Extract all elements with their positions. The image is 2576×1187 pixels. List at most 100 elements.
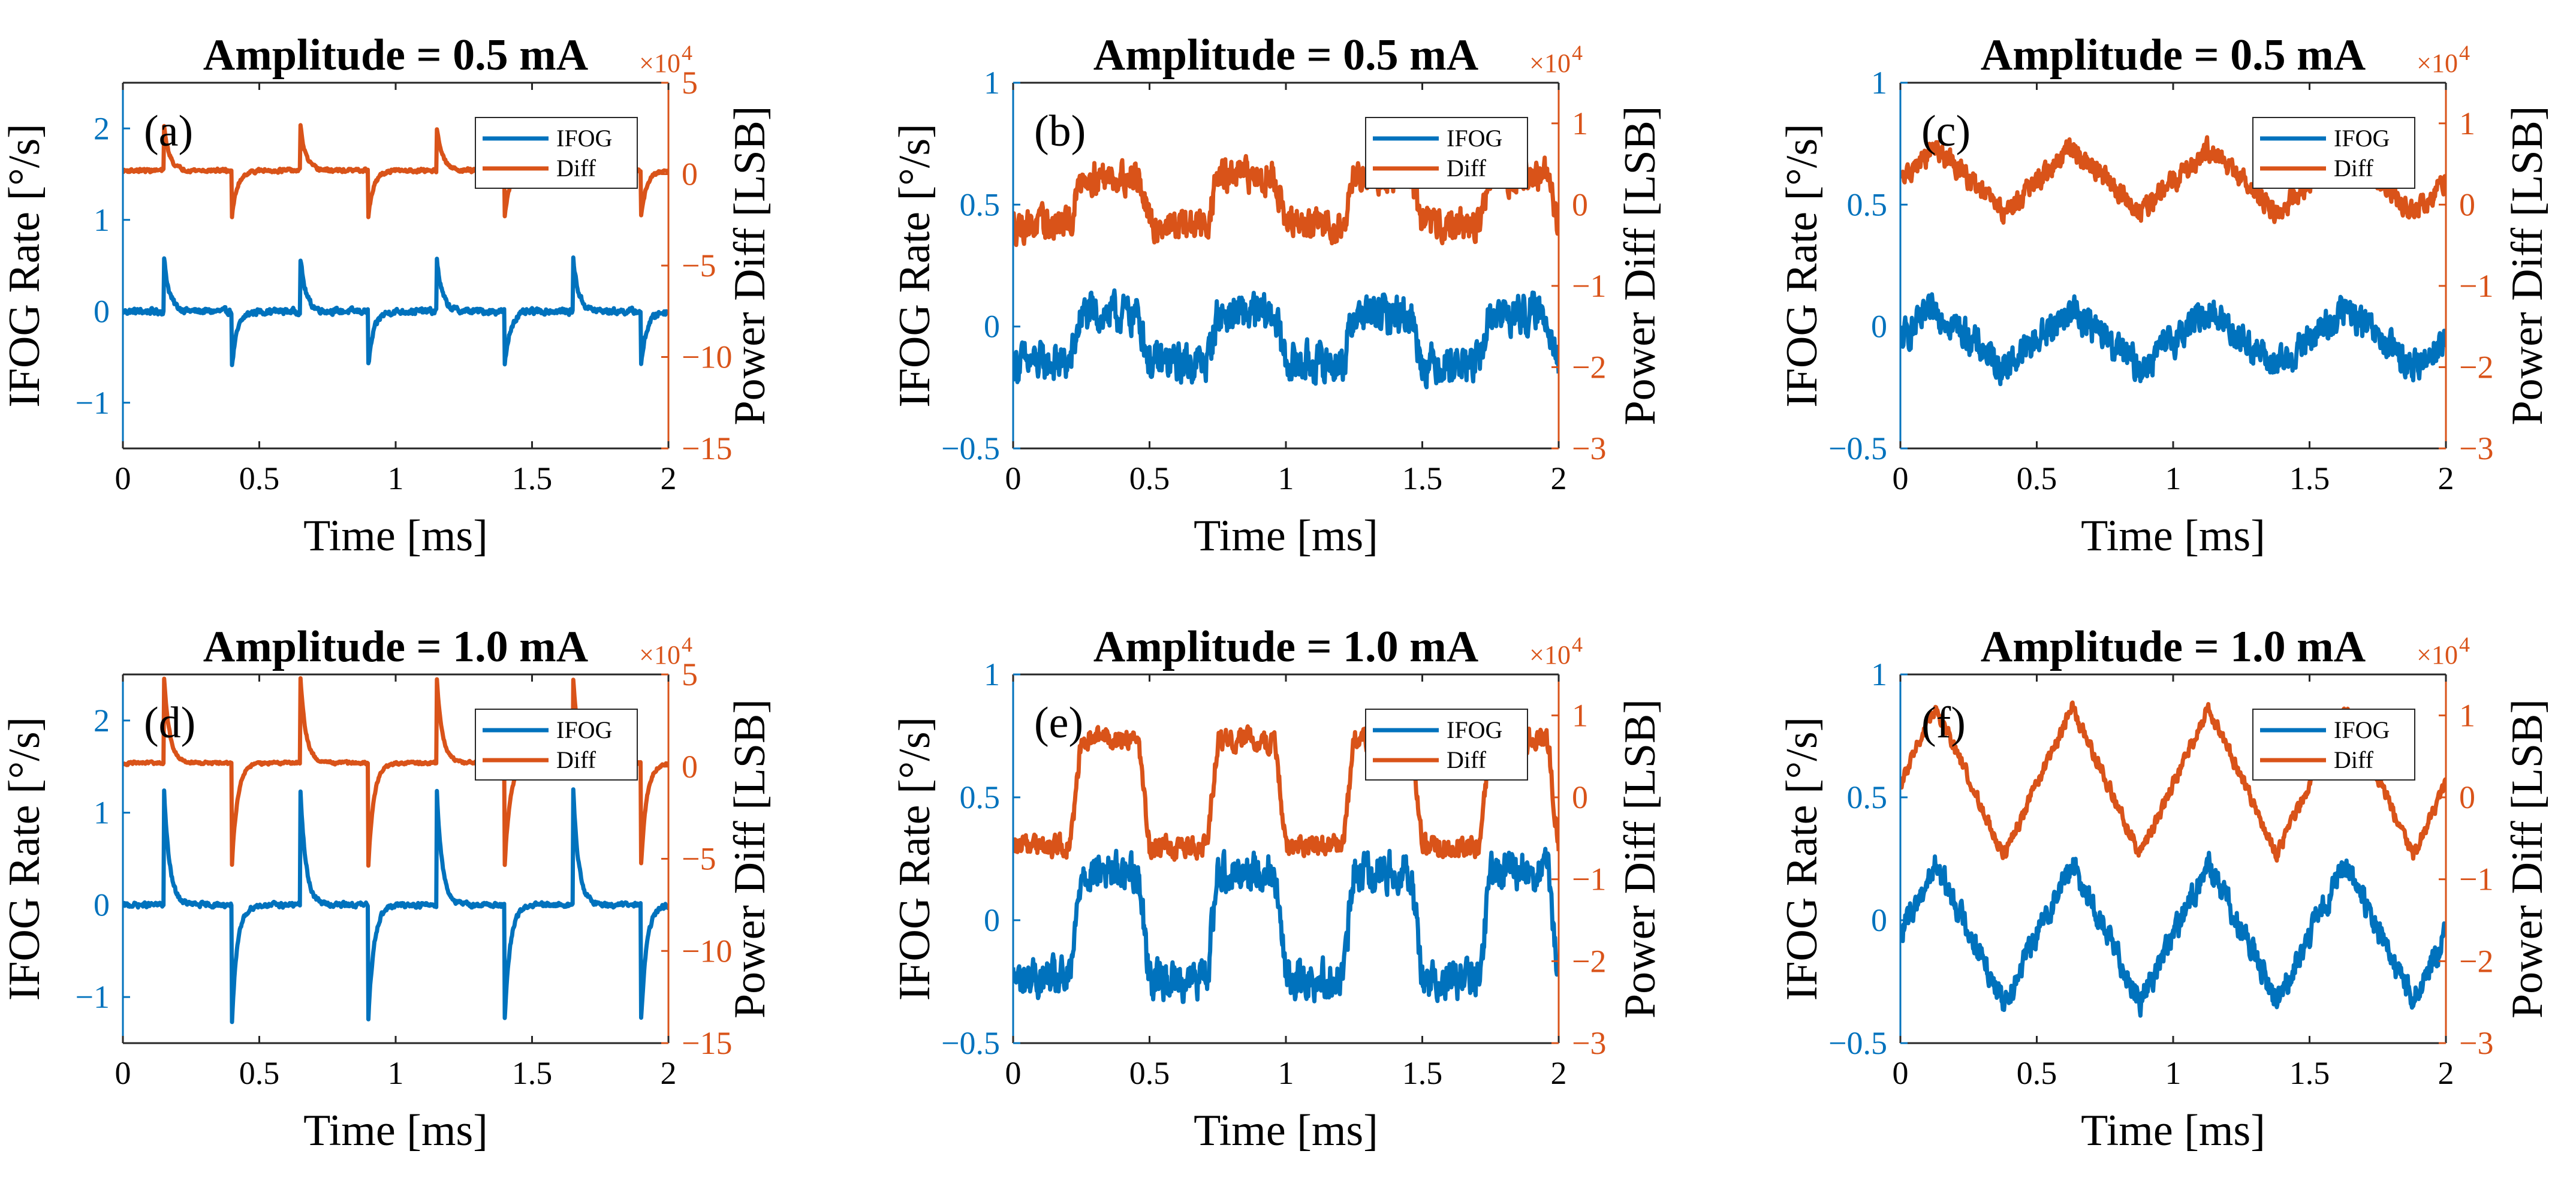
- chart-title: Amplitude = 1.0 mA: [1093, 622, 1478, 671]
- legend-label-ifog: IFOG: [2334, 716, 2390, 743]
- y-right-tick-label: 5: [682, 656, 698, 692]
- exponent-power: 4: [2459, 41, 2470, 65]
- x-tick-label: 2: [661, 460, 677, 496]
- x-tick-label: 1: [2165, 1055, 2182, 1091]
- y-right-tick-label: −5: [682, 248, 716, 284]
- legend-box: [2252, 117, 2415, 189]
- y-left-tick-label: 0: [1871, 309, 1887, 345]
- x-tick-label: 2: [1551, 1055, 1567, 1091]
- panel-letter: (c): [1921, 107, 1971, 156]
- y-right-tick-label: 1: [2459, 697, 2475, 733]
- y-left-tick-label: 2: [94, 110, 110, 146]
- y-left-tick-label: 1: [94, 795, 110, 831]
- y-right-tick-label: −3: [2459, 1025, 2493, 1061]
- y-left-tick-label: 0: [1871, 902, 1887, 938]
- series-line-diff: [1013, 153, 1559, 248]
- y-right-tick-label: 1: [2459, 106, 2475, 141]
- y-right-axis-label: Power Diff [LSB]: [725, 699, 775, 1019]
- x-tick-label: 0.5: [2017, 460, 2057, 496]
- x-tick-label: 2: [1551, 460, 1567, 496]
- y-right-tick-label: 0: [1572, 186, 1588, 222]
- y-left-tick-label: 1: [94, 202, 110, 238]
- legend-label-ifog: IFOG: [1447, 716, 1502, 743]
- y-right-tick-label: −1: [1572, 268, 1606, 304]
- x-tick-label: 0: [1893, 460, 1909, 496]
- y-right-tick-label: −3: [1572, 1025, 1606, 1061]
- x-tick-label: 0: [115, 460, 131, 496]
- y-left-tick-label: −0.5: [941, 430, 1000, 466]
- y-right-axis-label: Power Diff [LSB]: [725, 106, 775, 425]
- exponent-power: 4: [1572, 632, 1583, 656]
- legend-box: [1365, 117, 1528, 189]
- y-right-tick-label: −2: [2459, 943, 2493, 979]
- legend-label-ifog: IFOG: [556, 125, 612, 152]
- exponent-label: ×10: [1529, 49, 1571, 78]
- x-axis-label: Time [ms]: [1194, 511, 1378, 561]
- legend-label-diff: Diff: [556, 746, 596, 773]
- exponent-label: ×10: [639, 49, 680, 78]
- x-axis-label: Time [ms]: [2081, 511, 2265, 561]
- chart-panel-5: 0 0.5 1 1.5 2−0.500.51−3−2−101×10 4Amplitude …: [890, 622, 1665, 1155]
- series-line-ifog: [1013, 288, 1559, 390]
- x-tick-label: 1.5: [1402, 460, 1443, 496]
- y-left-axis-label: IFOG Rate [°/s]: [890, 123, 939, 408]
- y-right-tick-label: −5: [682, 841, 716, 877]
- exponent-power: 4: [682, 41, 692, 65]
- chart-title: Amplitude = 0.5 mA: [1981, 31, 2366, 80]
- legend-label-diff: Diff: [556, 155, 596, 182]
- y-left-tick-label: 1: [984, 65, 1000, 101]
- series-line-ifog: [1013, 846, 1559, 1004]
- y-right-tick-label: −3: [1572, 430, 1606, 466]
- x-tick-label: 1: [1278, 1055, 1294, 1091]
- legend-box: [475, 709, 638, 781]
- y-left-tick-label: 0.5: [1847, 779, 1888, 815]
- chart-panel-2: 0 0.5 1 1.5 2−0.500.51−3−2−101×10 4Amplitude …: [890, 31, 1665, 561]
- y-left-tick-label: 0: [94, 293, 110, 329]
- y-left-tick-label: 2: [94, 703, 110, 739]
- y-right-tick-label: −1: [2459, 861, 2493, 897]
- y-right-tick-label: 5: [682, 65, 698, 101]
- exponent-power: 4: [2459, 632, 2470, 656]
- chart-title: Amplitude = 0.5 mA: [1093, 31, 1478, 80]
- panel-letter: (e): [1034, 698, 1083, 748]
- exponent-label: ×10: [2417, 640, 2458, 670]
- y-right-tick-label: −10: [682, 933, 732, 969]
- y-left-tick-label: −0.5: [1828, 1025, 1887, 1061]
- y-left-axis-label: IFOG Rate [°/s]: [1777, 717, 1827, 1001]
- legend-label-ifog: IFOG: [556, 716, 612, 743]
- legend-label-diff: Diff: [1447, 155, 1487, 182]
- legend-label-diff: Diff: [2334, 746, 2374, 773]
- series-line-ifog: [123, 787, 668, 1025]
- chart-title: Amplitude = 1.0 mA: [1981, 622, 2366, 671]
- legend-label-ifog: IFOG: [2334, 125, 2390, 152]
- x-tick-label: 1: [2165, 460, 2182, 496]
- x-axis-label: Time [ms]: [2081, 1106, 2265, 1155]
- x-tick-label: 1.5: [512, 1055, 553, 1091]
- y-left-tick-label: 0.5: [960, 186, 1001, 222]
- y-right-axis-label: Power Diff [LSB]: [2503, 699, 2552, 1019]
- x-tick-label: 1: [1278, 460, 1294, 496]
- y-left-tick-label: 0: [94, 887, 110, 923]
- y-left-tick-label: 0.5: [1847, 186, 1888, 222]
- series-line-ifog: [1900, 292, 2446, 387]
- x-tick-label: 2: [661, 1055, 677, 1091]
- y-left-tick-label: 1: [1871, 656, 1887, 692]
- y-left-axis-label: IFOG Rate [°/s]: [1777, 123, 1827, 408]
- y-right-tick-label: 0: [682, 156, 698, 192]
- x-tick-label: 0.5: [1129, 460, 1170, 496]
- legend-label-diff: Diff: [2334, 155, 2374, 182]
- x-axis-label: Time [ms]: [303, 511, 488, 561]
- y-right-tick-label: 1: [1572, 697, 1588, 733]
- y-right-tick-label: −3: [2459, 430, 2493, 466]
- y-right-tick-label: −1: [1572, 861, 1606, 897]
- x-tick-label: 0: [115, 1055, 131, 1091]
- y-right-tick-label: −15: [682, 1025, 732, 1061]
- x-tick-label: 2: [2438, 460, 2454, 496]
- y-right-axis-label: Power Diff [LSB]: [1616, 699, 1665, 1019]
- exponent-label: ×10: [639, 640, 680, 670]
- y-left-tick-label: 1: [984, 656, 1000, 692]
- y-left-axis-label: IFOG Rate [°/s]: [890, 717, 939, 1001]
- x-tick-label: 1.5: [512, 460, 553, 496]
